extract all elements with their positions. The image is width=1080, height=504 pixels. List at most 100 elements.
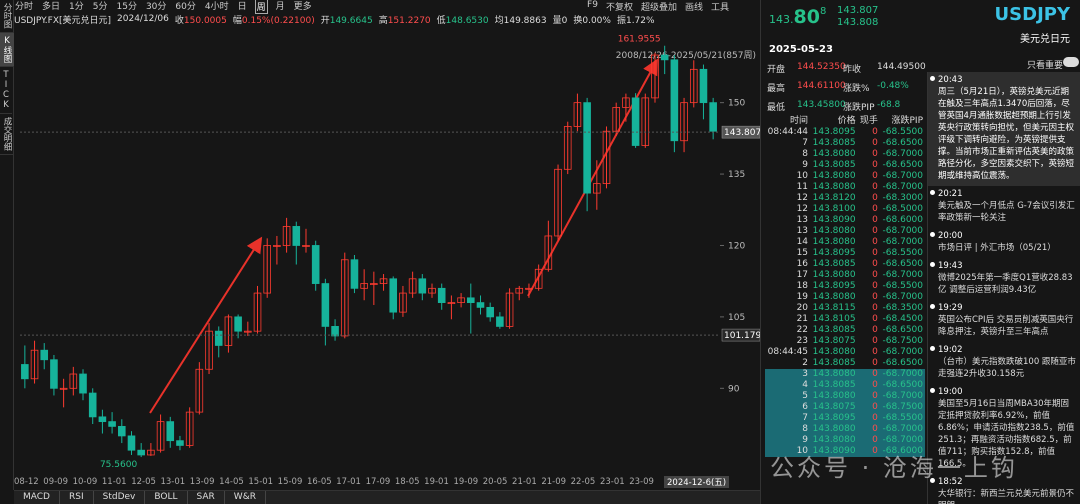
y-tick-label: 90 — [728, 384, 740, 394]
tick-row: 17 143.8080 0 -68.7000 — [765, 270, 925, 281]
tick-row: 3 143.8080 0 -68.7000 — [765, 369, 925, 380]
candle-body — [195, 368, 204, 413]
indicator-tab[interactable]: BOLL — [145, 491, 188, 504]
tick-cell: -68.6000 — [882, 215, 923, 225]
candle-body — [525, 287, 533, 290]
x-tick-label: 11-01 — [101, 477, 127, 487]
candle-body — [350, 259, 359, 289]
period-tab[interactable]: 60分 — [175, 2, 196, 12]
tick-cell: 18 — [796, 281, 809, 291]
candle-body — [360, 283, 368, 289]
tick-row: 8 143.8080 0 -68.7000 — [765, 424, 925, 435]
trend-arrow — [149, 236, 263, 414]
tick-cell: 143.8080 — [812, 270, 856, 280]
indicator-tab[interactable]: StdDev — [94, 491, 146, 504]
filter-toggle[interactable] — [1063, 57, 1079, 67]
tick-cell: 0 — [872, 369, 878, 379]
indicator-tab[interactable]: SAR — [188, 491, 225, 504]
candle-body — [321, 283, 330, 327]
candle-body — [418, 278, 427, 294]
news-item[interactable]: 18:52 大华银行：新西兰元兑美元前景仍不明朗 — [928, 474, 1080, 504]
tick-cell: 0 — [872, 171, 878, 181]
tick-cell: 5 — [802, 391, 809, 401]
tick-cell: 0 — [872, 402, 878, 412]
period-bar: 分时 多日 1分 5分 15分 30分 60分 4小时日周月更多 — [14, 0, 313, 14]
tick-cell: 143.8080 — [812, 226, 856, 236]
tick-cell: 08:44:45 — [767, 347, 809, 357]
filter-label[interactable]: 只看重要 — [1027, 61, 1064, 71]
candle-body — [476, 302, 485, 308]
candle-body — [224, 316, 233, 346]
news-item[interactable]: 19:02 （台市）美元指数跌破100 跟随亚市走强连2升收30.158元 — [928, 342, 1080, 384]
indicator-tab[interactable]: MACD — [14, 491, 60, 504]
view-tab[interactable]: 分时图 — [0, 0, 14, 33]
tick-cell: -68.6000 — [882, 446, 923, 456]
tick-cell: 143.8100 — [812, 204, 856, 214]
indicator-tab[interactable]: W&R — [225, 491, 266, 504]
indicator-tab[interactable]: RSI — [60, 491, 94, 504]
period-tab[interactable]: 1分 — [69, 2, 84, 12]
period-tab[interactable]: 更多 — [293, 2, 312, 12]
tool-button[interactable]: 画线 — [684, 3, 703, 13]
tick-cell: -68.5500 — [882, 127, 923, 137]
tick-cell: 13 — [796, 226, 809, 236]
tick-cell: 7 — [802, 413, 809, 423]
stat-value: 143.45800 — [797, 100, 846, 110]
candle-body — [282, 226, 291, 246]
tool-button[interactable]: 超级叠加 — [640, 3, 677, 13]
tool-button[interactable]: 工具 — [710, 3, 729, 13]
watermark: 公众号 · 沧海一上钩 — [770, 454, 1018, 482]
news-item[interactable]: 20:43 周三（5月21日），英镑兑美元近期在触及三年高点1.3470后回落，尽… — [928, 72, 1080, 186]
candle-body — [30, 349, 39, 380]
candle-body — [176, 440, 184, 446]
x-tick-label: 15-01 — [248, 477, 274, 487]
tick-row: 2 143.8085 0 -68.6500 — [765, 358, 925, 369]
tick-row: 21 143.8105 0 -68.4500 — [765, 314, 925, 325]
news-item[interactable]: 20:00 市场日评 | 外汇市场（05/21） — [928, 228, 1080, 258]
period-tab[interactable]: 分时 — [15, 2, 34, 12]
quote-date: 2025-05-23 — [769, 44, 833, 55]
tick-row: 20 143.8115 0 -68.3500 — [765, 303, 925, 314]
period-tab[interactable]: 周 — [254, 0, 268, 14]
tick-cell: 0 — [872, 380, 878, 390]
y-tick-label: 135 — [728, 170, 745, 180]
stat-label: 最低 — [767, 103, 786, 113]
period-tab[interactable]: 30分 — [145, 2, 167, 12]
x-tick-label: 17-09 — [365, 477, 391, 487]
period-tab[interactable]: 多日 — [42, 2, 61, 12]
view-tab[interactable]: TICK — [0, 67, 12, 114]
candle-body — [641, 97, 650, 146]
period-tab[interactable]: 月 — [275, 2, 285, 12]
period-tab[interactable]: 15分 — [116, 2, 137, 12]
news-item[interactable]: 19:00 美国至5月16日当周MBA30年期固定抵押贷款利率6.92%，前值6.… — [928, 384, 1080, 474]
period-tab[interactable]: 日 — [237, 2, 247, 12]
tick-cell: 143.8085 — [812, 380, 856, 390]
candle-body — [612, 107, 621, 132]
tick-cell: 10 — [796, 446, 809, 456]
tick-cell: 20 — [796, 303, 809, 313]
tick-cell: 143.8075 — [812, 402, 856, 412]
tool-button[interactable]: 不复权 — [605, 3, 633, 13]
view-tab[interactable]: K线图 — [0, 32, 14, 67]
tick-cell: 143.8095 — [812, 127, 856, 137]
info-label: 开 — [320, 15, 330, 26]
tick-cell: 0 — [872, 193, 878, 203]
news-text: 大华银行：新西兰元兑美元前景仍不明朗 — [938, 489, 1075, 504]
news-item[interactable]: 20:21 美元触及一个月低点 G-7会议引发汇率政策新一轮关注 — [928, 186, 1080, 228]
x-tick-label: 21-01 — [512, 477, 537, 487]
tick-cell: 12 — [796, 204, 809, 214]
tick-cell: 0 — [872, 424, 878, 434]
period-tab[interactable]: 4小时 — [204, 2, 229, 12]
period-tab[interactable]: 5分 — [92, 2, 108, 12]
tick-cell: -68.7500 — [882, 402, 923, 412]
tick-cell: 143.8105 — [812, 314, 856, 324]
candle-body — [505, 292, 514, 327]
candle-body — [466, 297, 475, 304]
news-text: 周三（5月21日），英镑兑美元近期在触及三年高点1.3470后回落，尽管英国4月… — [938, 87, 1075, 181]
news-item[interactable]: 19:29 英国公布CPI后 交易员削减英国央行降息押注，英镑升至三年高点 — [928, 300, 1080, 342]
tool-button[interactable]: F9 — [587, 0, 598, 10]
news-item[interactable]: 19:43 微博2025年第一季度Q1营收28.83亿 调整后运营利润9.43亿 — [928, 258, 1080, 300]
column-header: 现手 — [859, 116, 878, 126]
tick-cell: 4 — [802, 380, 809, 390]
view-tab[interactable]: 成交明细 — [0, 114, 14, 155]
